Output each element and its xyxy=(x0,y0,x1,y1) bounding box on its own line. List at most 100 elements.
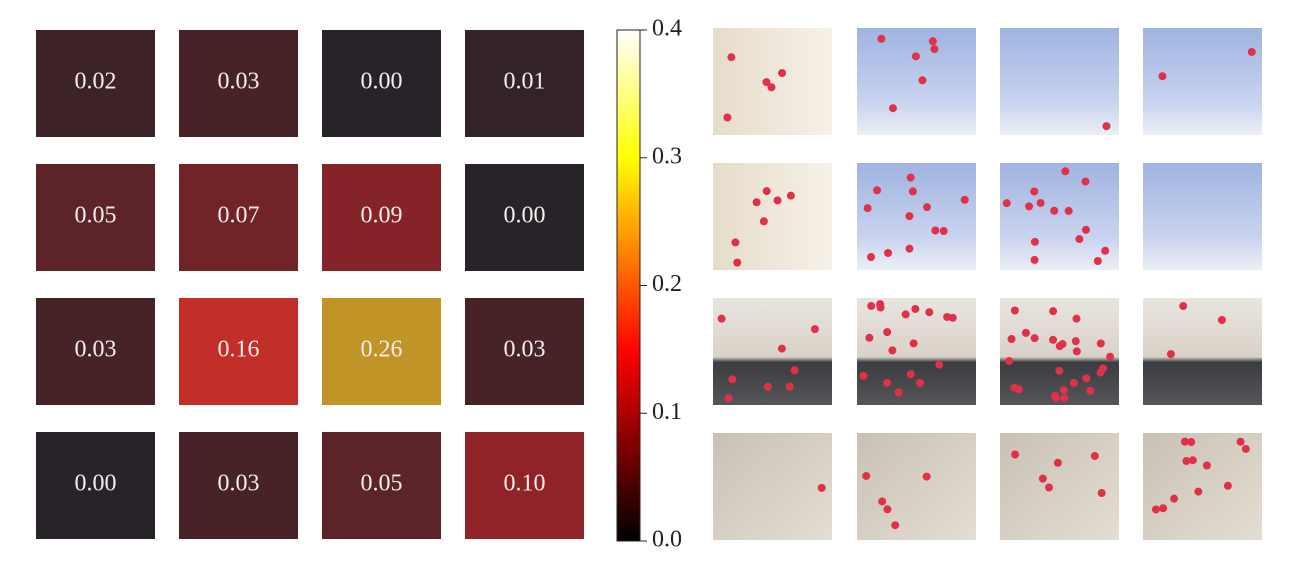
keypoint xyxy=(1071,337,1080,346)
keypoint xyxy=(759,217,768,226)
keypoint xyxy=(1049,335,1058,344)
cell-label: 0.05 xyxy=(361,471,403,497)
tick-label: 0.1 xyxy=(652,399,682,425)
keypoint xyxy=(1060,394,1069,403)
keypoint xyxy=(1061,167,1070,176)
keypoint xyxy=(1101,246,1110,255)
photo-tile xyxy=(857,28,976,135)
keypoint xyxy=(1049,307,1058,316)
photo-tile xyxy=(857,298,976,405)
keypoint xyxy=(888,104,897,113)
keypoint xyxy=(1072,347,1081,356)
keypoint xyxy=(1045,483,1054,492)
keypoint xyxy=(888,346,897,355)
keypoint xyxy=(1011,450,1020,459)
heatmap-cell xyxy=(465,164,584,271)
keypoint xyxy=(930,45,939,54)
keypoint xyxy=(790,366,799,375)
keypoint xyxy=(1188,456,1197,465)
cell-label: 0.00 xyxy=(75,471,117,497)
keypoint xyxy=(1158,72,1167,81)
keypoint xyxy=(883,378,892,387)
keypoint xyxy=(1106,352,1115,361)
heatmap-cell xyxy=(36,30,155,137)
keypoint xyxy=(1194,487,1203,496)
keypoint xyxy=(873,186,882,195)
keypoint xyxy=(1064,206,1073,215)
heatmap-cell xyxy=(465,30,584,137)
keypoint xyxy=(911,304,920,313)
cell-label: 0.26 xyxy=(361,337,403,363)
keypoint xyxy=(724,394,733,403)
keypoint xyxy=(960,195,969,204)
heatmap-cell xyxy=(36,298,155,405)
keypoint xyxy=(1030,237,1039,246)
keypoint xyxy=(922,472,931,481)
keypoint xyxy=(915,378,924,387)
keypoint xyxy=(727,53,736,62)
cell-label: 0.03 xyxy=(218,69,260,95)
keypoint xyxy=(918,76,927,85)
keypoint xyxy=(817,483,826,492)
cell-label: 0.02 xyxy=(75,69,117,95)
cell-label: 0.16 xyxy=(218,337,260,363)
keypoint xyxy=(911,52,920,61)
keypoint xyxy=(1166,350,1175,359)
keypoint xyxy=(767,83,776,92)
cell-label: 0.00 xyxy=(361,69,403,95)
cell-label: 0.03 xyxy=(504,337,546,363)
photo-tile xyxy=(1000,163,1119,270)
cell-label: 0.01 xyxy=(504,69,546,95)
keypoint xyxy=(1072,314,1081,323)
keypoint xyxy=(884,248,893,257)
keypoint xyxy=(752,198,761,207)
keypoint xyxy=(1055,366,1064,375)
keypoint xyxy=(1059,386,1068,395)
keypoint xyxy=(717,314,726,323)
keypoint xyxy=(906,370,915,379)
keypoint xyxy=(777,344,786,353)
heatmap-cell xyxy=(322,164,441,271)
keypoint xyxy=(1081,225,1090,234)
tick-label: 0.0 xyxy=(652,527,682,553)
keypoint xyxy=(1202,461,1211,470)
keypoint xyxy=(1170,494,1179,503)
keypoint xyxy=(1102,122,1111,131)
keypoint xyxy=(1007,335,1016,344)
heatmap-cell xyxy=(322,432,441,539)
photo-tile xyxy=(1143,298,1262,405)
keypoint xyxy=(786,191,795,200)
keypoint xyxy=(1081,177,1090,186)
keypoint xyxy=(863,204,872,213)
keypoint xyxy=(1090,451,1099,460)
heatmap-cell xyxy=(36,432,155,539)
heatmap-cell xyxy=(36,164,155,271)
photo-tile xyxy=(857,163,976,270)
keypoint xyxy=(1236,437,1245,446)
keypoint xyxy=(1241,444,1250,453)
keypoint xyxy=(1069,378,1078,387)
photo-tile xyxy=(1143,28,1262,135)
keypoint xyxy=(877,34,886,43)
keypoint xyxy=(905,212,914,221)
keypoint xyxy=(908,187,917,196)
heatmap-cell xyxy=(179,164,298,271)
keypoint xyxy=(901,310,910,319)
keypoint xyxy=(943,312,952,321)
keypoint xyxy=(1151,505,1160,514)
keypoint xyxy=(785,382,794,391)
cell-label: 0.03 xyxy=(218,471,260,497)
cell-label: 0.03 xyxy=(75,337,117,363)
photo-tile xyxy=(1143,433,1262,540)
photo-tile xyxy=(1000,28,1119,135)
photo-tile xyxy=(713,163,832,270)
keypoint xyxy=(859,371,868,380)
keypoint xyxy=(939,227,948,236)
heatmap-cell xyxy=(179,432,298,539)
cell-label: 0.09 xyxy=(361,203,403,229)
keypoint xyxy=(1096,339,1105,348)
keypoint xyxy=(1010,306,1019,315)
keypoint xyxy=(731,238,740,247)
keypoint xyxy=(1050,206,1059,215)
keypoint xyxy=(931,226,940,235)
